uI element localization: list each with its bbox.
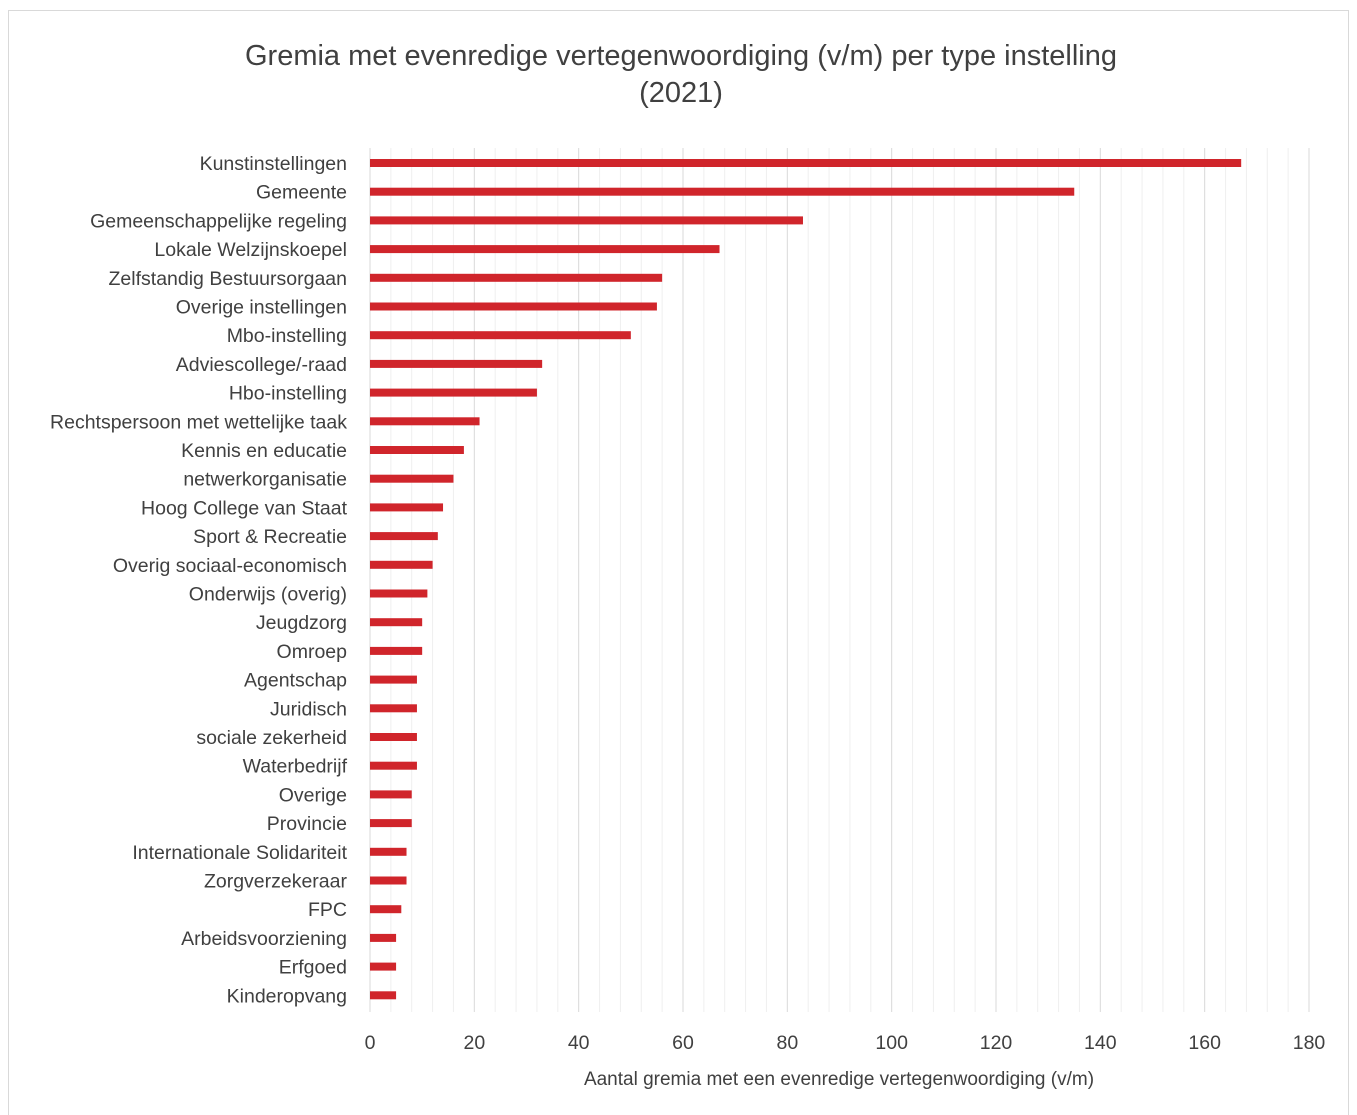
category-label: Kennis en educatie (181, 440, 347, 462)
minor-gridlines (390, 148, 1289, 1012)
bar (370, 417, 480, 426)
x-tick-label: 120 (980, 1032, 1013, 1054)
category-label: Erfgoed (279, 957, 347, 979)
category-label: netwerkorganisatie (183, 469, 347, 491)
bar (370, 273, 663, 282)
x-tick-label: 80 (776, 1032, 798, 1054)
category-label: Overige (279, 784, 347, 806)
category-label: Internationale Solidariteit (132, 842, 347, 864)
category-label: Waterbedrijf (243, 756, 348, 778)
bar (370, 159, 1242, 167)
bar (370, 446, 464, 454)
bar (370, 819, 412, 828)
x-tick-label: 180 (1293, 1032, 1326, 1054)
category-label: Hoog College van Staat (141, 497, 348, 519)
category-label: Hbo-instelling (229, 383, 347, 405)
x-tick-label: 40 (568, 1032, 590, 1054)
bar (370, 618, 423, 627)
category-label: FPC (308, 899, 347, 921)
bar (370, 675, 417, 684)
category-label: sociale zekerheid (196, 727, 347, 749)
category-label: Zorgverzekeraar (204, 871, 348, 893)
bar (370, 589, 428, 598)
x-tick-label: 140 (1084, 1032, 1117, 1054)
category-labels: Kunstinstellingen Gemeente Gemeenschappeli… (50, 153, 348, 1007)
category-label: Overige instellingen (176, 297, 347, 319)
x-tick-label: 160 (1188, 1032, 1221, 1054)
bar (370, 388, 537, 397)
chart-title: Gremia met evenredige vertegenwoordiging… (244, 40, 1118, 109)
category-label: Kinderopvang (227, 985, 347, 1007)
bar (370, 991, 397, 1000)
bar (370, 503, 444, 512)
bar (370, 790, 412, 799)
bar (370, 876, 407, 885)
bar (370, 646, 423, 655)
category-label: Sport & Recreatie (193, 526, 347, 548)
category-label: Zelfstandig Bestuursorgaan (109, 268, 347, 290)
bar (370, 331, 631, 340)
category-label: Agentschap (244, 670, 347, 692)
x-tick-label: 0 (365, 1032, 376, 1054)
category-label: Gemeente (256, 182, 347, 204)
bar (370, 359, 543, 368)
x-tick-label: 100 (875, 1032, 908, 1054)
category-label: Mbo-instelling (227, 325, 347, 347)
bar (370, 302, 657, 311)
bar (370, 905, 402, 914)
bar (370, 216, 803, 225)
bar (370, 847, 407, 856)
category-label: Jeugdzorg (256, 612, 347, 634)
category-label: Onderwijs (overig) (189, 584, 347, 606)
bar (370, 560, 433, 569)
bar (370, 474, 454, 483)
category-label: Gemeenschappelijke regeling (90, 210, 347, 232)
category-label: Lokale Welzijnskoepel (154, 239, 347, 261)
x-tick-label: 20 (463, 1032, 485, 1054)
bars (370, 159, 1242, 1000)
x-axis-title: Aantal gremia met een evenredige vertege… (584, 1069, 1094, 1090)
category-label: Provincie (267, 813, 347, 835)
category-label: Omroep (277, 641, 348, 663)
bar (370, 733, 417, 741)
bar (370, 245, 720, 254)
major-gridlines (369, 148, 1310, 1012)
category-label: Kunstinstellingen (200, 153, 347, 175)
category-label: Arbeidsvoorziening (181, 928, 347, 950)
category-label: Rechtspersoon met wettelijke taak (50, 411, 347, 433)
bar (370, 532, 438, 541)
category-label: Overig sociaal-economisch (113, 555, 347, 577)
bar (370, 933, 397, 942)
category-label: Adviescollege/-raad (176, 354, 347, 376)
x-tick-labels: 0 20 40 60 80 100 120 140 160 180 (365, 1032, 1326, 1054)
category-label: Juridisch (270, 698, 347, 720)
bar (370, 704, 417, 713)
x-tick-label: 60 (672, 1032, 694, 1054)
bar (370, 962, 397, 971)
bar (370, 761, 417, 770)
bar (370, 187, 1075, 196)
